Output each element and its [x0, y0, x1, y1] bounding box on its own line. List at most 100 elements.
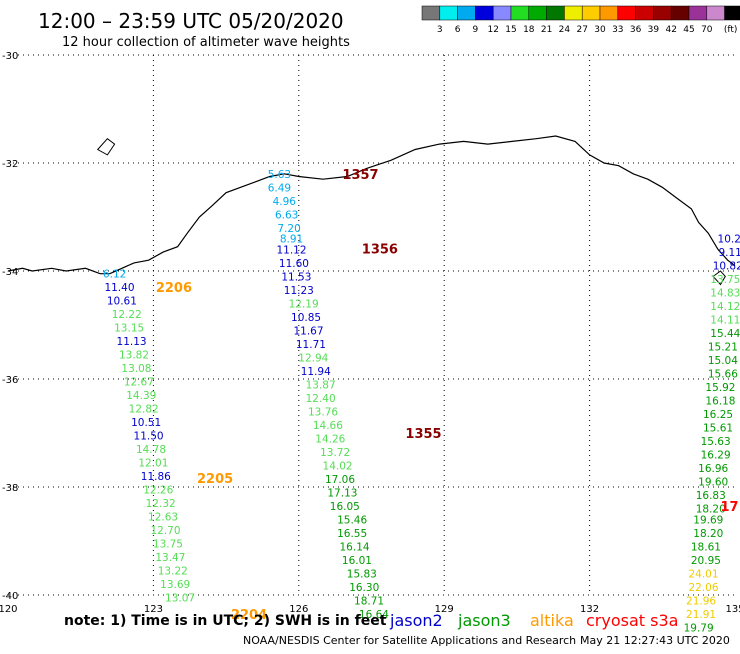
- wave-height-label: 10.82: [713, 261, 740, 273]
- wave-height-label: 16.55: [337, 528, 367, 540]
- wave-height-label: 16.30: [349, 582, 379, 594]
- wave-height-label: 18.20: [696, 504, 726, 516]
- wave-height-label: 11.60: [279, 258, 309, 270]
- lat-tick-label: -40: [2, 591, 18, 602]
- wave-height-label: 15.44: [710, 328, 740, 340]
- pass-time-label: 1357: [342, 168, 378, 183]
- colorbar-swatch: [581, 5, 601, 21]
- wave-height-label: 24.01: [688, 568, 718, 580]
- wave-height-label: 12.26: [143, 485, 173, 497]
- colorbar-label: 27: [576, 25, 587, 35]
- wave-height-label: 13.07: [165, 593, 195, 605]
- wave-height-label: 15.46: [337, 514, 367, 526]
- wave-height-label: 16.64: [359, 609, 389, 621]
- wave-height-label: 16.83: [696, 490, 726, 502]
- wave-height-label: 10.61: [107, 296, 137, 308]
- colorbar-label: 33: [612, 25, 623, 35]
- wave-height-label: 16.25: [703, 409, 733, 421]
- colorbar-label: 36: [630, 25, 642, 35]
- pass-time-label: 2204: [231, 608, 267, 623]
- colorbar-label: 9: [473, 25, 479, 35]
- wave-height-label: 13.72: [320, 447, 350, 459]
- pass-time-label: 2206: [156, 281, 192, 296]
- axis-labels: 120 123 126 129 132 135 -30 -32 -34 -36 -38 -40: [0, 51, 740, 615]
- colorbar-unit: (ft): [724, 25, 738, 35]
- colorbar-label: 45: [683, 25, 694, 35]
- page-subtitle: 12 hour collection of altimeter wave hei…: [62, 35, 350, 50]
- wave-height-label: 11.71: [296, 339, 326, 351]
- lat-tick-label: -34: [2, 267, 18, 278]
- wave-height-label: 14.12: [710, 301, 740, 313]
- lon-tick-label: 129: [435, 604, 454, 615]
- wave-height-label: 11.12: [276, 244, 306, 256]
- wave-height-label: 20.95: [691, 555, 721, 567]
- pass-time-label: 1356: [362, 242, 398, 257]
- colorbar-swatch: [635, 5, 654, 21]
- colorbar-swatch: [599, 5, 619, 21]
- pass-time-label: 17: [720, 500, 738, 515]
- lon-tick-label: 135: [725, 604, 740, 615]
- wave-height-label: 12.40: [306, 393, 336, 405]
- colorbar-swatch: [510, 5, 530, 21]
- wave-height-label: 12.01: [138, 458, 168, 470]
- wave-height-label: 13.08: [121, 363, 151, 375]
- wave-height-label: 12.70: [150, 525, 180, 537]
- lon-tick-label: 126: [289, 604, 308, 615]
- lon-tick-label: 120: [0, 604, 18, 615]
- lat-tick-label: -38: [2, 483, 18, 494]
- wave-height-label: 13.75: [153, 539, 183, 551]
- wave-height-label: 18.20: [693, 528, 723, 540]
- wave-height-label: 14.83: [710, 288, 740, 300]
- island: [96, 138, 116, 156]
- wave-height-label: 12.67: [124, 377, 154, 389]
- colorbar-label: 42: [665, 25, 676, 35]
- colorbar-label: 12: [487, 25, 498, 35]
- wave-height-label: 14.66: [313, 420, 343, 432]
- wave-height-label: 14.78: [136, 444, 166, 456]
- lat-tick-label: -36: [2, 375, 18, 386]
- wave-height-label: 11.13: [117, 336, 147, 348]
- wave-height-label: 12.82: [129, 404, 159, 416]
- wave-height-label: 10.85: [291, 312, 321, 324]
- wave-height-label: 4.96: [273, 196, 297, 208]
- legend-entry: jason3: [457, 611, 511, 630]
- wave-height-label: 13.15: [114, 323, 144, 335]
- pass-time-label: 1355: [405, 427, 441, 442]
- pass-time-label: 2205: [197, 472, 233, 487]
- coastline-layer: [7, 135, 736, 286]
- wave-height-label: 12.94: [298, 352, 328, 364]
- colorbar-swatch: [546, 5, 565, 21]
- island: [712, 270, 726, 286]
- wave-height-label: 7.20: [277, 223, 300, 235]
- wave-height-label: 13.47: [155, 552, 185, 564]
- wave-height-label: 13.87: [306, 379, 336, 391]
- colorbar-swatch: [617, 5, 636, 21]
- wave-height-label: 13.82: [119, 350, 149, 362]
- wave-height-label: 13.22: [158, 566, 188, 578]
- colorbar-label: 21: [541, 25, 552, 35]
- footer-note: note: 1) Time is in UTC; 2) SWH is in fe…: [64, 613, 387, 629]
- wave-height-label: 15.61: [703, 423, 733, 435]
- colorbar-label: 18: [523, 25, 535, 35]
- wave-height-label: 8.91: [280, 234, 303, 246]
- wave-height-label: 11.50: [134, 431, 164, 443]
- wave-height-label: 11.23: [284, 285, 314, 297]
- wave-height-label: 12.63: [148, 512, 178, 524]
- colorbar-swatch: [653, 5, 672, 21]
- wave-height-label: 11.40: [104, 282, 134, 294]
- lat-tick-label: -32: [2, 159, 18, 170]
- lon-tick-label: 132: [580, 604, 599, 615]
- wave-height-label: 16.01: [342, 555, 372, 567]
- colorbar-swatch: [492, 5, 512, 21]
- wave-height-label: 12.32: [146, 498, 176, 510]
- wave-height-label: 19.69: [693, 514, 723, 526]
- wave-height-label: 21.96: [686, 595, 716, 607]
- footer-credit: NOAA/NESDIS Center for Satellite Applica…: [243, 634, 576, 647]
- wave-height-label: 19.60: [698, 477, 728, 489]
- colorbar-label: 24: [559, 25, 571, 35]
- legend-entry: altika: [530, 611, 574, 630]
- wave-height-label: 11.86: [141, 471, 171, 483]
- wave-height-label: 10.27: [718, 234, 740, 246]
